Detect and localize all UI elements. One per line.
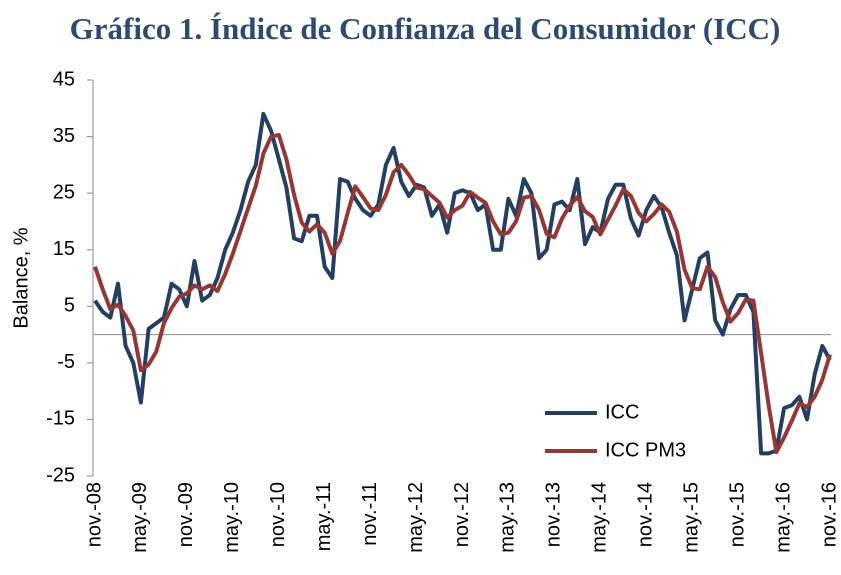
y-tick-label: 5 [64,295,75,317]
x-tick-label: may.-12 [405,482,427,553]
line-series [93,111,832,456]
chart-title: Gráfico 1. Índice de Confianza del Consu… [70,11,781,46]
x-tick-label: nov.-09 [175,482,197,547]
y-axis-label: Balance, % [10,227,32,328]
legend-label: ICC [605,401,639,423]
x-tick-label: nov.-10 [267,482,289,547]
x-tick-label: may.-10 [221,482,243,553]
x-tick-label: nov.-11 [359,482,381,546]
x-tick-label: nov.-15 [726,482,748,547]
legend-label: ICC PM3 [605,439,686,461]
y-tick-label: -5 [57,351,75,373]
x-tick-label: may.-16 [772,482,794,553]
x-tick-label: nov.-12 [451,482,473,547]
x-tick-label: may.-11 [313,482,335,551]
x-tick-label: may.-15 [680,482,702,553]
x-tick-label: may.-09 [129,482,151,553]
line-series [93,132,832,455]
y-tick-label: 45 [53,68,75,90]
y-tick-label: 25 [53,181,75,203]
y-tick-label: 15 [53,238,75,260]
x-tick-label: nov.-13 [543,482,565,547]
x-tick-label: nov.-16 [818,482,840,547]
y-tick-label: -25 [46,464,75,486]
x-tick-label: nov.-08 [83,482,105,547]
x-tick-label: nov.-14 [635,482,657,547]
y-tick-label: -15 [46,408,75,430]
y-tick-label: 35 [53,125,75,147]
x-tick-label: may.-13 [497,482,519,553]
x-tick-label: may.-14 [589,482,611,553]
